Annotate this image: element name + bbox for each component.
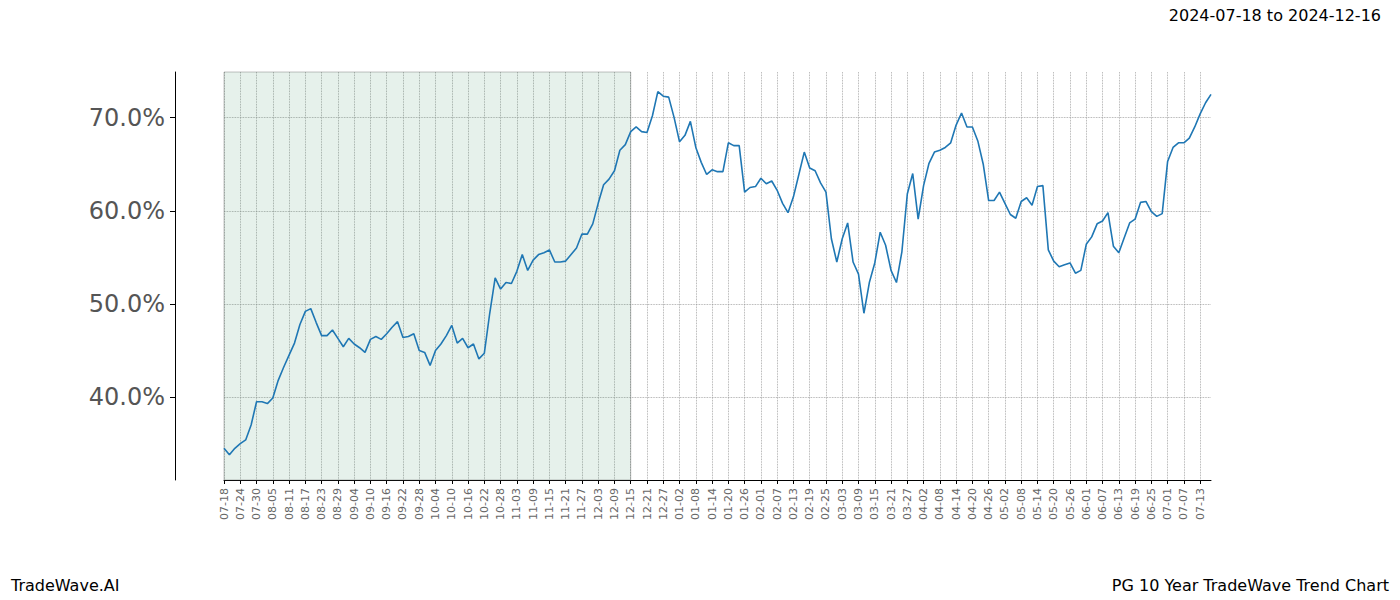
svg-text:40.0%: 40.0% [89, 383, 165, 411]
svg-text:06-19: 06-19 [1129, 488, 1142, 520]
svg-text:06-25: 06-25 [1145, 488, 1158, 520]
svg-text:02-07: 02-07 [771, 488, 784, 520]
svg-text:09-16: 09-16 [380, 488, 393, 520]
svg-text:07-07: 07-07 [1177, 488, 1190, 520]
svg-text:04-08: 04-08 [933, 488, 946, 520]
svg-text:03-15: 03-15 [868, 488, 881, 520]
svg-text:07-24: 07-24 [234, 488, 247, 520]
svg-text:06-01: 06-01 [1080, 488, 1093, 520]
svg-text:12-09: 12-09 [608, 488, 621, 520]
svg-text:08-23: 08-23 [315, 488, 328, 520]
svg-text:10-04: 10-04 [429, 488, 442, 520]
svg-text:05-26: 05-26 [1064, 488, 1077, 520]
svg-text:50.0%: 50.0% [89, 290, 165, 318]
svg-text:60.0%: 60.0% [89, 197, 165, 225]
svg-text:03-21: 03-21 [885, 488, 898, 520]
svg-text:11-27: 11-27 [575, 488, 588, 520]
svg-text:10-22: 10-22 [478, 488, 491, 520]
svg-text:11-03: 11-03 [510, 488, 523, 520]
svg-text:02-13: 02-13 [787, 488, 800, 520]
svg-text:04-26: 04-26 [982, 488, 995, 520]
svg-text:06-07: 06-07 [1096, 488, 1109, 520]
svg-text:05-20: 05-20 [1047, 488, 1060, 520]
svg-text:02-19: 02-19 [803, 488, 816, 520]
svg-text:04-20: 04-20 [966, 488, 979, 520]
svg-text:07-13: 07-13 [1194, 488, 1207, 520]
svg-text:01-14: 01-14 [706, 488, 719, 520]
svg-text:12-21: 12-21 [641, 488, 654, 520]
svg-text:05-14: 05-14 [1031, 488, 1044, 520]
svg-text:11-09: 11-09 [527, 488, 540, 520]
svg-text:TradeWave.AI: TradeWave.AI [10, 576, 119, 595]
svg-text:11-15: 11-15 [543, 488, 556, 520]
svg-text:09-22: 09-22 [396, 488, 409, 520]
svg-text:07-18: 07-18 [218, 488, 231, 520]
svg-text:11-21: 11-21 [559, 488, 572, 520]
svg-text:08-05: 08-05 [266, 488, 279, 520]
svg-text:03-09: 03-09 [852, 488, 865, 520]
svg-text:01-02: 01-02 [673, 488, 686, 520]
svg-text:12-15: 12-15 [624, 488, 637, 520]
svg-text:10-16: 10-16 [462, 488, 475, 520]
svg-text:09-28: 09-28 [413, 488, 426, 520]
svg-text:04-14: 04-14 [950, 488, 963, 520]
svg-text:02-01: 02-01 [754, 488, 767, 520]
svg-text:10-10: 10-10 [445, 488, 458, 520]
svg-text:01-26: 01-26 [738, 488, 751, 520]
svg-text:05-02: 05-02 [998, 488, 1011, 520]
svg-text:05-08: 05-08 [1015, 488, 1028, 520]
svg-text:08-17: 08-17 [299, 488, 312, 520]
svg-text:PG 10 Year TradeWave Trend Cha: PG 10 Year TradeWave Trend Chart [1112, 576, 1389, 595]
svg-text:09-10: 09-10 [364, 488, 377, 520]
svg-text:09-04: 09-04 [348, 488, 361, 520]
svg-text:04-02: 04-02 [917, 488, 930, 520]
svg-text:07-01: 07-01 [1161, 488, 1174, 520]
svg-text:02-25: 02-25 [819, 488, 832, 520]
svg-text:70.0%: 70.0% [89, 104, 165, 132]
svg-text:08-11: 08-11 [283, 488, 296, 520]
svg-text:07-30: 07-30 [250, 488, 263, 520]
svg-text:01-20: 01-20 [722, 488, 735, 520]
svg-text:03-03: 03-03 [836, 488, 849, 520]
svg-text:03-27: 03-27 [901, 488, 914, 520]
svg-text:08-29: 08-29 [331, 488, 344, 520]
svg-text:12-27: 12-27 [657, 488, 670, 520]
svg-text:2024-07-18 to 2024-12-16: 2024-07-18 to 2024-12-16 [1169, 6, 1381, 25]
svg-text:12-03: 12-03 [592, 488, 605, 520]
svg-text:06-13: 06-13 [1112, 488, 1125, 520]
svg-text:01-08: 01-08 [689, 488, 702, 520]
svg-text:10-28: 10-28 [494, 488, 507, 520]
